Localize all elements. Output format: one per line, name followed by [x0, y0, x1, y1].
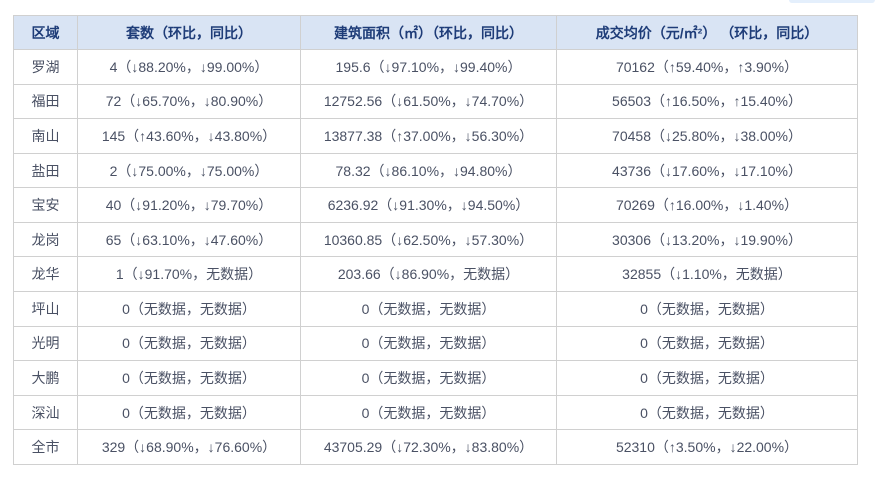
- area-cell: 10360.85（↓62.50%，↓57.30%）: [300, 221, 557, 258]
- units-cell: 72（↓65.70%，↓80.90%）: [77, 83, 301, 120]
- units-cell: 145（↑43.60%，↓43.80%）: [77, 118, 301, 154]
- units-cell: 4（↓88.20%，↓99.00%）: [77, 49, 301, 85]
- units-cell: 329（↓68.90%，↓76.60%）: [77, 429, 301, 465]
- price-cell: 70162（↑59.40%，↑3.90%）: [556, 49, 858, 85]
- table-header-row: 区域 套数（环比，同比） 建筑面积（㎡）（环比，同比） 成交均价（元/㎡²） （…: [13, 15, 858, 50]
- table-row: 龙华 1（↓91.70%，无数据） 203.66（↓86.90%，无数据） 32855…: [13, 256, 858, 293]
- region-cell: 南山: [13, 118, 78, 154]
- region-cell: 光明: [13, 325, 78, 362]
- table-row: 宝安 40（↓91.20%，↓79.70%） 6236.92（↓91.30%，↓94…: [13, 187, 858, 223]
- area-cell: 0（无数据，无数据）: [300, 360, 557, 396]
- region-cell: 盐田: [13, 152, 78, 189]
- units-cell: 40（↓91.20%，↓79.70%）: [77, 187, 301, 223]
- price-cell: 52310（↑3.50%，↓22.00%）: [556, 429, 858, 465]
- region-cell: 罗湖: [13, 49, 78, 85]
- area-cell: 6236.92（↓91.30%，↓94.50%）: [300, 187, 557, 223]
- district-transactions-table: 区域 套数（环比，同比） 建筑面积（㎡）（环比，同比） 成交均价（元/㎡²） （…: [13, 15, 858, 465]
- area-cell: 12752.56（↓61.50%，↓74.70%）: [300, 83, 557, 120]
- price-cell: 56503（↑16.50%，↑15.40%）: [556, 83, 858, 120]
- partial-button-top-right[interactable]: [789, 0, 875, 3]
- price-cell: 0（无数据，无数据）: [556, 291, 858, 327]
- area-cell: 203.66（↓86.90%，无数据）: [300, 256, 557, 293]
- region-cell: 龙岗: [13, 221, 78, 258]
- table-row: 大鹏 0（无数据，无数据） 0（无数据，无数据） 0（无数据，无数据）: [13, 360, 858, 396]
- price-cell: 0（无数据，无数据）: [556, 394, 858, 431]
- table-row: 南山 145（↑43.60%，↓43.80%） 13877.38（↑37.00%，↓…: [13, 118, 858, 154]
- price-cell: 43736（↓17.60%，↓17.10%）: [556, 152, 858, 189]
- units-cell: 0（无数据，无数据）: [77, 360, 301, 396]
- col-header-area: 建筑面积（㎡）（环比，同比）: [300, 15, 557, 50]
- units-cell: 0（无数据，无数据）: [77, 394, 301, 431]
- price-cell: 70269（↑16.00%，↓1.40%）: [556, 187, 858, 223]
- units-cell: 65（↓63.10%，↓47.60%）: [77, 221, 301, 258]
- region-cell: 深汕: [13, 394, 78, 431]
- area-cell: 43705.29（↓72.30%，↓83.80%）: [300, 429, 557, 465]
- col-header-region: 区域: [13, 15, 78, 50]
- price-cell: 70458（↓25.80%，↓38.00%）: [556, 118, 858, 154]
- price-cell: 32855（↓1.10%，无数据）: [556, 256, 858, 293]
- table-row: 坪山 0（无数据，无数据） 0（无数据，无数据） 0（无数据，无数据）: [13, 291, 858, 327]
- table-row: 罗湖 4（↓88.20%，↓99.00%） 195.6（↓97.10%，↓99.40…: [13, 49, 858, 85]
- table-row: 盐田 2（↓75.00%，↓75.00%） 78.32（↓86.10%，↓94.80…: [13, 152, 858, 189]
- region-cell: 坪山: [13, 291, 78, 327]
- units-cell: 0（无数据，无数据）: [77, 325, 301, 362]
- region-cell: 大鹏: [13, 360, 78, 396]
- units-cell: 1（↓91.70%，无数据）: [77, 256, 301, 293]
- area-cell: 0（无数据，无数据）: [300, 325, 557, 362]
- region-cell: 龙华: [13, 256, 78, 293]
- area-cell: 78.32（↓86.10%，↓94.80%）: [300, 152, 557, 189]
- table-row: 龙岗 65（↓63.10%，↓47.60%） 10360.85（↓62.50%，↓5…: [13, 221, 858, 258]
- table-row: 全市 329（↓68.90%，↓76.60%） 43705.29（↓72.30%，↓…: [13, 429, 858, 465]
- area-cell: 0（无数据，无数据）: [300, 394, 557, 431]
- table-row: 深汕 0（无数据，无数据） 0（无数据，无数据） 0（无数据，无数据）: [13, 394, 858, 431]
- region-cell: 全市: [13, 429, 78, 465]
- table-container: 区域 套数（环比，同比） 建筑面积（㎡）（环比，同比） 成交均价（元/㎡²） （…: [13, 15, 858, 465]
- units-cell: 2（↓75.00%，↓75.00%）: [77, 152, 301, 189]
- area-cell: 195.6（↓97.10%，↓99.40%）: [300, 49, 557, 85]
- price-cell: 0（无数据，无数据）: [556, 360, 858, 396]
- area-cell: 0（无数据，无数据）: [300, 291, 557, 327]
- region-cell: 宝安: [13, 187, 78, 223]
- price-cell: 30306（↓13.20%，↓19.90%）: [556, 221, 858, 258]
- region-cell: 福田: [13, 83, 78, 120]
- table-row: 福田 72（↓65.70%，↓80.90%） 12752.56（↓61.50%，↓7…: [13, 83, 858, 120]
- col-header-units: 套数（环比，同比）: [77, 15, 301, 50]
- area-cell: 13877.38（↑37.00%，↓56.30%）: [300, 118, 557, 154]
- col-header-price: 成交均价（元/㎡²） （环比，同比）: [556, 15, 858, 50]
- price-cell: 0（无数据，无数据）: [556, 325, 858, 362]
- units-cell: 0（无数据，无数据）: [77, 291, 301, 327]
- table-row: 光明 0（无数据，无数据） 0（无数据，无数据） 0（无数据，无数据）: [13, 325, 858, 362]
